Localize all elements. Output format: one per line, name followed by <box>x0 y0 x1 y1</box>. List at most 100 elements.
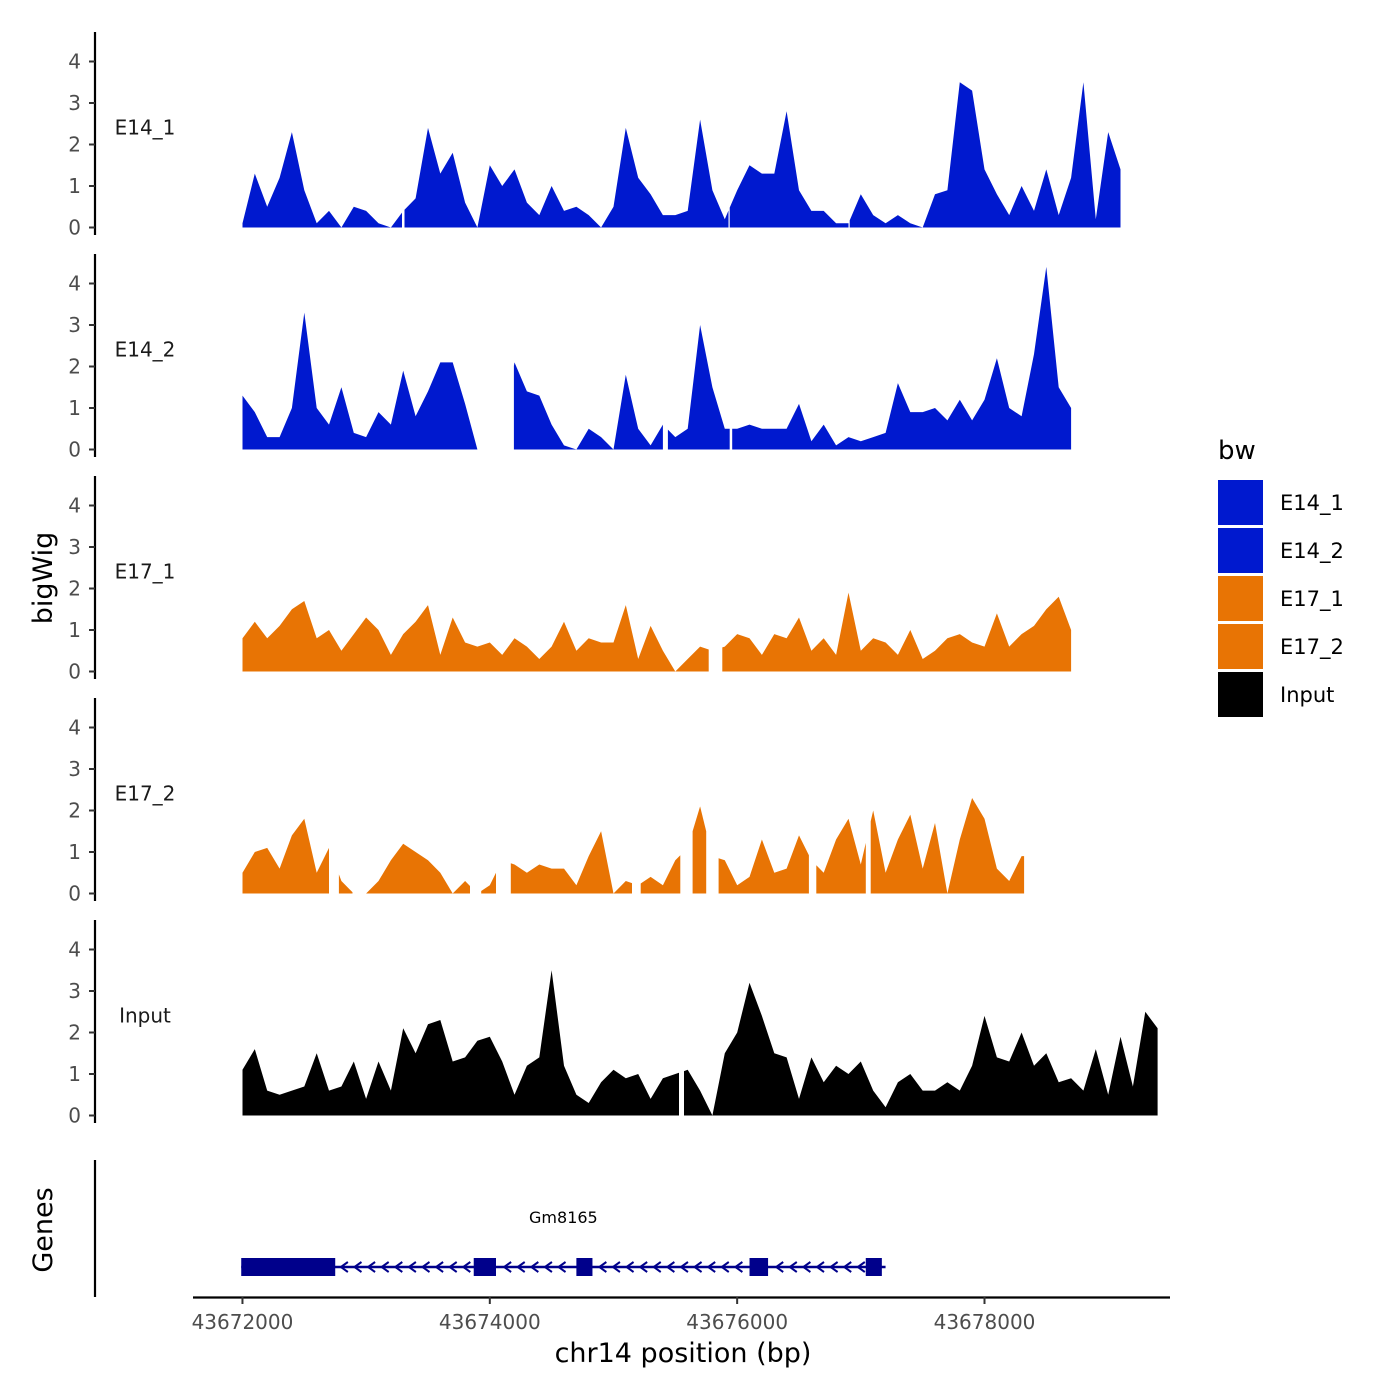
legend-key-E14_1 <box>1218 480 1263 525</box>
strand-arrow <box>720 1261 730 1273</box>
signal-area-Input <box>242 970 679 1116</box>
strand-arrow <box>543 1261 553 1273</box>
legend-key-Input <box>1218 672 1263 717</box>
strand-arrow <box>774 1261 784 1273</box>
strand-arrow <box>638 1261 648 1273</box>
strand-arrow <box>815 1261 825 1273</box>
track-label: Input <box>119 1004 171 1028</box>
y-tick-label: 3 <box>68 313 81 337</box>
legend: bw E14_1 E14_2 E17_1 E17_2 Input <box>1218 436 1344 717</box>
y-tick-label: 4 <box>68 494 81 518</box>
signal-tracks: 0 1 2 3 4 E14_1 0 1 2 3 4 E14_2 0 1 2 3 4 E17_1 0 1 2 3 4 E17_2… <box>68 32 1158 1128</box>
gene-exon <box>749 1258 769 1276</box>
strand-arrow <box>434 1261 444 1273</box>
strand-arrow <box>788 1261 798 1273</box>
legend-label: E17_2 <box>1280 635 1344 660</box>
gene-Gm8165: Gm8165 <box>241 1208 886 1276</box>
x-axis-title: chr14 position (bp) <box>555 1338 812 1369</box>
signal-area-E17_2 <box>640 855 681 894</box>
strand-arrow <box>856 1261 866 1273</box>
y-tick-label: 0 <box>68 216 81 240</box>
track-E14_1: 0 1 2 3 4 E14_1 <box>68 32 1121 240</box>
y-tick-label: 3 <box>68 91 81 115</box>
strand-arrow <box>407 1261 417 1273</box>
y-tick-label: 0 <box>68 660 81 684</box>
signal-area-Input <box>684 982 1158 1116</box>
legend-label: E17_1 <box>1280 587 1344 612</box>
strand-arrow <box>393 1261 403 1273</box>
strand-arrow <box>828 1261 839 1273</box>
y-tick-label: 2 <box>68 799 81 823</box>
strand-arrow <box>679 1261 689 1273</box>
strand-arrow <box>624 1261 635 1273</box>
y-tick-label: 2 <box>68 133 81 157</box>
y-tick-label: 4 <box>68 938 81 962</box>
signal-area-E17_2 <box>718 835 809 894</box>
signal-area-E14_1 <box>849 82 1121 228</box>
signal-area-E14_1 <box>404 119 729 228</box>
y-tick-label: 1 <box>68 396 81 420</box>
strand-arrow <box>665 1261 675 1273</box>
y-tick-label: 4 <box>68 716 81 740</box>
strand-arrow <box>379 1261 390 1273</box>
y-tick-label: 2 <box>68 355 81 379</box>
legend-label: E14_2 <box>1280 539 1344 564</box>
signal-area-E17_2 <box>870 798 1025 894</box>
strand-arrow <box>692 1261 703 1273</box>
track-label: E14_1 <box>115 116 176 140</box>
y-tick-label: 1 <box>68 1062 81 1086</box>
strand-arrow <box>461 1261 471 1273</box>
strand-arrow <box>706 1261 716 1273</box>
strand-arrow <box>597 1261 607 1273</box>
strand-arrow <box>733 1261 743 1273</box>
legend-key-E14_2 <box>1218 528 1263 573</box>
gene-exon <box>241 1258 336 1276</box>
signal-area-E17_1 <box>722 592 1072 672</box>
signal-area-E17_2 <box>481 872 496 894</box>
strand-arrow <box>420 1261 431 1273</box>
legend-key-E17_1 <box>1218 576 1263 621</box>
track-E17_1: 0 1 2 3 4 E17_1 <box>68 476 1072 684</box>
track-label: E14_2 <box>115 338 176 362</box>
x-tick-label: 43672000 <box>192 1310 294 1334</box>
strand-arrow <box>516 1261 526 1273</box>
strand-arrow <box>366 1261 376 1273</box>
signal-area-E17_1 <box>242 601 709 672</box>
track-Input: 0 1 2 3 4 Input <box>68 920 1158 1128</box>
x-tick-label: 43674000 <box>439 1310 541 1334</box>
y-tick-label: 0 <box>68 882 81 906</box>
signal-area-E14_1 <box>729 111 849 228</box>
signal-area-E14_2 <box>513 362 663 450</box>
gene-exon <box>473 1258 496 1276</box>
legend-key-E17_2 <box>1218 624 1263 669</box>
y-tick-label: 1 <box>68 618 81 642</box>
y-tick-label: 1 <box>68 174 81 198</box>
track-label: E17_1 <box>115 560 176 584</box>
y-tick-label: 4 <box>68 272 81 296</box>
genes-panel: Gm8165 <box>93 1160 886 1297</box>
strand-arrow <box>502 1261 512 1273</box>
track-E14_2: 0 1 2 3 4 E14_2 <box>68 254 1072 462</box>
y-tick-label: 2 <box>68 577 81 601</box>
strand-arrow <box>611 1261 621 1273</box>
gene-exon <box>865 1258 882 1276</box>
signal-area-E17_2 <box>338 874 353 894</box>
track-label: E17_2 <box>115 782 176 806</box>
track-E17_2: 0 1 2 3 4 E17_2 <box>68 698 1025 906</box>
y-tick-label: 0 <box>68 438 81 462</box>
signal-area-E17_2 <box>510 831 632 894</box>
strand-arrow <box>801 1261 811 1273</box>
gene-name-label: Gm8165 <box>529 1208 598 1227</box>
signal-area-E14_2 <box>732 266 1072 450</box>
y-tick-label: 2 <box>68 1021 81 1045</box>
x-tick-label: 43678000 <box>934 1310 1036 1334</box>
strand-arrow <box>842 1261 852 1273</box>
signal-area-E17_2 <box>816 818 866 894</box>
gene-exon <box>576 1258 593 1276</box>
x-axis: 43672000 43674000 43676000 43678000 <box>192 1296 1170 1334</box>
legend-label: Input <box>1280 683 1334 707</box>
signal-area-E17_2 <box>692 806 707 894</box>
y-tick-label: 3 <box>68 757 81 781</box>
strand-arrow <box>339 1261 349 1273</box>
